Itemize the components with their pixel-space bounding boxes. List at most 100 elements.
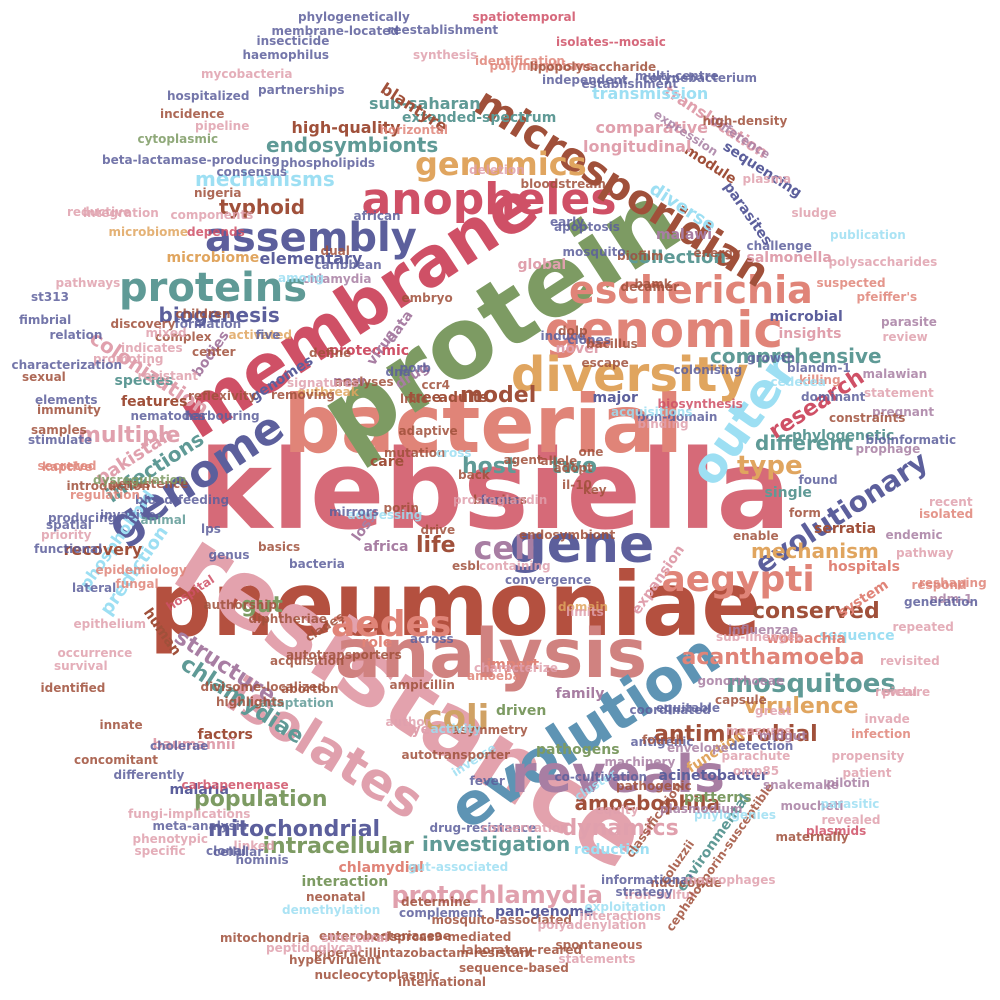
cloud-word-authorship: authorship bbox=[203, 598, 277, 612]
cloud-word-different: different bbox=[755, 431, 854, 455]
cloud-word-membrane-located: membrane-located bbox=[271, 24, 399, 38]
cloud-word-outbreak: outbreak bbox=[297, 385, 359, 399]
cloud-word-drive: drive bbox=[420, 523, 456, 537]
cloud-word-resistant: resistant bbox=[137, 369, 199, 383]
cloud-word-africa: africa bbox=[363, 539, 409, 555]
cloud-word-diversity: diversity bbox=[511, 347, 749, 403]
cloud-word-years: years bbox=[411, 722, 455, 738]
cloud-word-recent: recent bbox=[929, 495, 973, 509]
cloud-word-agent: agent bbox=[503, 453, 543, 467]
cloud-word-elements: elements bbox=[35, 393, 98, 407]
cloud-word-specific: specific bbox=[134, 844, 186, 858]
cloud-word-caribbean: caribbean bbox=[314, 258, 382, 272]
cloud-word-protochlamydia: protochlamydia bbox=[391, 881, 603, 909]
cloud-word-independent: independent bbox=[542, 73, 628, 87]
cloud-word-meta-analysis: meta-analysis bbox=[152, 819, 248, 833]
cloud-word-adaptive: adaptive bbox=[398, 424, 458, 438]
cloud-word-porin: porin bbox=[383, 501, 419, 515]
cloud-word-capsule: capsule bbox=[715, 693, 767, 707]
cloud-word-phylogenetic: phylogenetic bbox=[792, 428, 895, 444]
cloud-word-invade: invade bbox=[864, 712, 910, 726]
cloud-word-characterize: characterize bbox=[474, 661, 558, 675]
cloud-word-hypervirulent: hypervirulent bbox=[289, 953, 381, 967]
cloud-word-plasmodium: plasmodium bbox=[660, 802, 743, 816]
cloud-word-killing: killing bbox=[799, 373, 841, 387]
cloud-word-phospholipids: phospholipids bbox=[280, 156, 376, 170]
cloud-word-endemic: endemic bbox=[885, 528, 943, 542]
cloud-word-decamer: decamer bbox=[620, 280, 680, 294]
cloud-word-clonal: clonal bbox=[206, 844, 247, 858]
cloud-word-elementary: elementary bbox=[259, 249, 363, 268]
cloud-word-genomics: genomics bbox=[415, 145, 587, 183]
cloud-word-statement: statement bbox=[864, 386, 934, 400]
cloud-word-autotransporters: autotransporters bbox=[286, 648, 402, 662]
cloud-word-allele: allele bbox=[540, 454, 578, 468]
cloud-word-samples: samples bbox=[31, 423, 87, 437]
cloud-word-invasive: invasive bbox=[100, 508, 156, 522]
cloud-word-klebsiella: klebsiella bbox=[199, 426, 791, 554]
cloud-word-neonatal: neonatal bbox=[306, 890, 366, 904]
cloud-word-activity: activity bbox=[430, 722, 482, 736]
cloud-word-serratia: serratia bbox=[814, 521, 877, 537]
cloud-word-tree: tree bbox=[408, 390, 442, 406]
cloud-word-isolates-mosaic: isolates--mosaic bbox=[556, 35, 666, 49]
cloud-word-linked: linked bbox=[233, 839, 275, 853]
cloud-word-removing: removing bbox=[271, 388, 335, 402]
cloud-word-one: one bbox=[578, 445, 604, 459]
cloud-word-revisited: revisited bbox=[880, 654, 940, 668]
cloud-word-beta-lactamase-producing: beta-lactamase-producing bbox=[102, 153, 280, 167]
cloud-word-characterization: characterization bbox=[11, 358, 123, 372]
cloud-word-center: center bbox=[192, 345, 236, 359]
cloud-word-generation: generation bbox=[904, 595, 979, 609]
cloud-word-parasitic: parasitic bbox=[820, 797, 880, 811]
cloud-word-major: major bbox=[592, 390, 638, 406]
cloud-word-import: import bbox=[486, 657, 540, 673]
cloud-word-prophage: prophage bbox=[855, 442, 921, 456]
cloud-word-antimicrobial: antimicrobial bbox=[654, 722, 818, 747]
cloud-word-multiple: multiple bbox=[78, 423, 181, 448]
cloud-word-acanthamoeba: acanthamoeba bbox=[681, 645, 865, 670]
cloud-word-blood-feeding: blood-feeding bbox=[135, 493, 230, 507]
cloud-word-esbl: esbl bbox=[452, 559, 480, 573]
cloud-word-care: care bbox=[370, 454, 405, 470]
cloud-word-international: international bbox=[398, 975, 486, 989]
cloud-word-sludge: sludge bbox=[791, 206, 837, 220]
cloud-word-key: key bbox=[583, 483, 607, 497]
cloud-word-components: components bbox=[170, 208, 254, 222]
cloud-word-novel: novel bbox=[555, 341, 599, 357]
cloud-word-establishment: establishment bbox=[581, 77, 679, 91]
cloud-word-informational: informational bbox=[601, 873, 693, 887]
cloud-word-convergence: convergence bbox=[505, 573, 592, 587]
cloud-word-prostaglandin: prostaglandin bbox=[453, 493, 548, 507]
cloud-word-adults: adults bbox=[438, 390, 488, 406]
cloud-word-basics: basics bbox=[258, 540, 301, 554]
cloud-word-carbapenemase: carbapenemase bbox=[181, 778, 289, 792]
cloud-word-sexual: sexual bbox=[22, 370, 66, 384]
cloud-word-malawi: malawi bbox=[656, 227, 713, 243]
cloud-word-energy: energy bbox=[693, 246, 741, 260]
cloud-word-influenzae: influenzae bbox=[728, 623, 798, 637]
cloud-word-forms: forms bbox=[480, 493, 520, 507]
cloud-word-pathogens: pathogens bbox=[536, 742, 620, 758]
cloud-word-abortion: abortion bbox=[281, 682, 339, 696]
cloud-word-comparative: comparative bbox=[595, 118, 709, 137]
cloud-word-mitochondria: mitochondria bbox=[220, 931, 310, 945]
cloud-word-amoeba: amoeba bbox=[467, 669, 521, 683]
cloud-word-challenge: challenge bbox=[746, 239, 812, 253]
cloud-word-formation: formation bbox=[174, 317, 242, 331]
cloud-word-mirrors: mirrors bbox=[329, 505, 379, 519]
cloud-word-cholerae: cholerae bbox=[150, 739, 209, 753]
cloud-word-gene: gene bbox=[509, 515, 655, 575]
cloud-word-review: review bbox=[882, 330, 928, 344]
cloud-word-african: african bbox=[353, 209, 401, 223]
cloud-word-producing: producing bbox=[48, 511, 117, 525]
cloud-word-great: great bbox=[755, 704, 792, 718]
cloud-word-cross: cross bbox=[436, 446, 472, 460]
cloud-word-cell: cell bbox=[473, 529, 537, 567]
cloud-word-define: define bbox=[309, 346, 352, 360]
cloud-word-aegypti: aegypti bbox=[661, 559, 815, 600]
cloud-word-pfeiffer-s: pfeiffer's bbox=[856, 290, 918, 304]
cloud-word-il-10: il-10 bbox=[562, 478, 592, 492]
cloud-word-sequence-based: sequence-based bbox=[459, 961, 569, 975]
cloud-word-isolated: isolated bbox=[919, 507, 974, 521]
